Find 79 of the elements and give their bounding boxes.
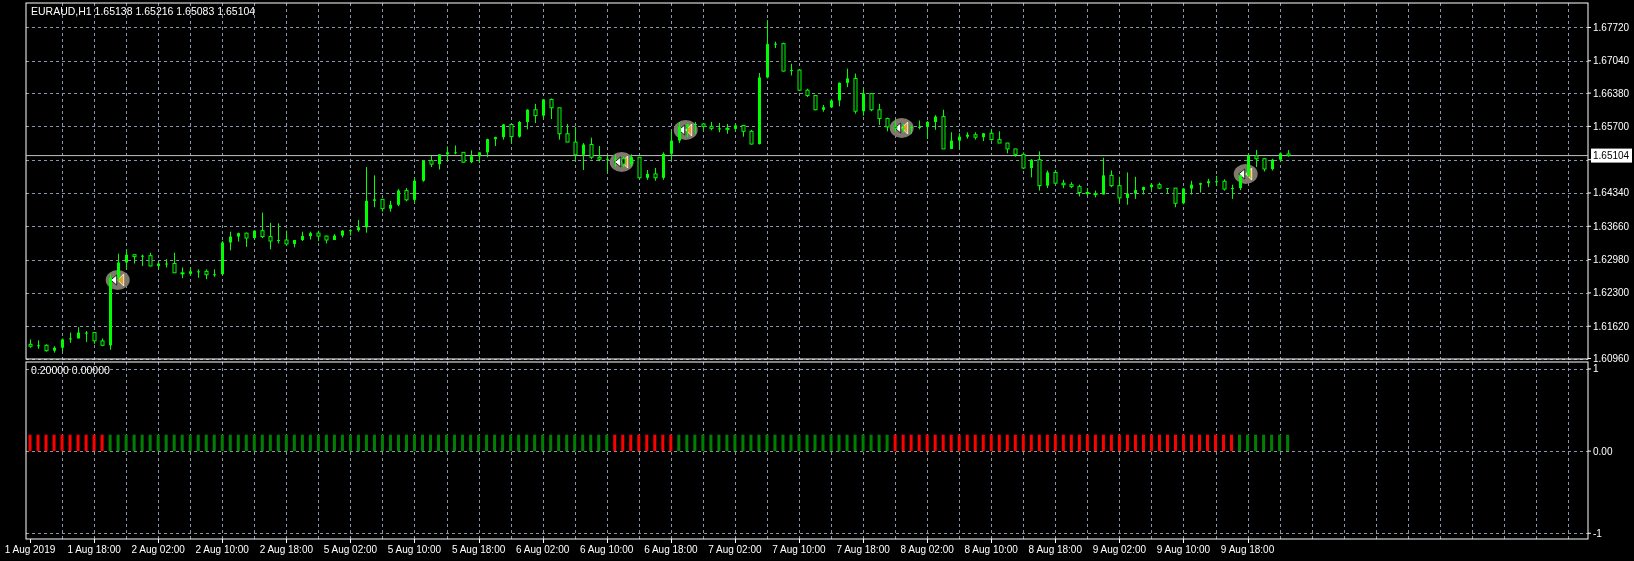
x-tick-label: 9 Aug 18:00 <box>1220 544 1275 555</box>
candlestick <box>125 248 128 270</box>
candlestick <box>910 124 913 135</box>
y-tick-label: 1.64340 <box>1593 187 1630 199</box>
candlestick <box>877 103 882 126</box>
candlestick <box>141 254 144 267</box>
y-tick-label: 1.62300 <box>1593 287 1630 299</box>
candlestick <box>260 212 265 239</box>
y-tick-label: 1.66380 <box>1593 87 1630 99</box>
candlestick <box>526 108 529 130</box>
x-tick-label: 6 Aug 18:00 <box>644 544 698 555</box>
x-tick-label: 1 Aug 2019 <box>4 544 56 555</box>
candlestick <box>549 97 554 120</box>
candlestick <box>172 252 177 274</box>
candlestick <box>1102 157 1105 195</box>
candlestick <box>1173 187 1178 208</box>
candlestick <box>533 103 538 124</box>
candlestick <box>69 332 72 344</box>
candlestick <box>670 129 673 161</box>
y-tick-label: 1.67040 <box>1593 55 1630 67</box>
candlestick <box>1134 176 1137 200</box>
candlestick <box>1030 158 1033 178</box>
candlestick <box>614 153 617 168</box>
y-tick-label: 1.61620 <box>1593 320 1630 332</box>
candlestick <box>926 120 929 140</box>
x-tick-label: 9 Aug 10:00 <box>1156 544 1211 555</box>
candlestick <box>573 126 578 162</box>
candlestick <box>662 151 665 181</box>
y-tick-label: 1.65700 <box>1593 120 1630 132</box>
candlestick <box>1215 175 1218 187</box>
candlestick <box>1117 176 1122 204</box>
x-tick-label: 8 Aug 10:00 <box>964 544 1019 555</box>
x-tick-label: 9 Aug 02:00 <box>1092 544 1147 555</box>
candlestick <box>85 330 88 343</box>
x-tick-label: 2 Aug 18:00 <box>259 544 314 555</box>
candlestick <box>349 228 352 237</box>
x-tick-label: 5 Aug 18:00 <box>451 544 506 555</box>
candlestick <box>117 253 120 282</box>
candlestick <box>268 222 273 250</box>
candlestick <box>838 81 841 107</box>
y-tick-label: 0.00 <box>1593 445 1613 457</box>
x-tick-label: 6 Aug 10:00 <box>580 544 634 555</box>
candlestick <box>582 142 585 171</box>
candlestick <box>413 177 416 204</box>
chart-title: 0.20000 0.00000 <box>31 364 110 376</box>
y-tick-label: -1 <box>1593 527 1603 539</box>
candlestick <box>862 88 865 117</box>
candlestick <box>589 137 594 160</box>
candlestick <box>446 145 449 162</box>
x-tick-label: 2 Aug 10:00 <box>195 544 250 555</box>
y-tick-label: 1.63660 <box>1593 220 1630 232</box>
candlestick <box>373 174 376 208</box>
ref-line-label: 1.65104 <box>1593 150 1630 162</box>
chart-title: EURAUD,H1 1.65138 1.65216 1.65083 1.65104 <box>31 5 256 17</box>
y-tick-label: 1.60960 <box>1593 353 1630 365</box>
y-tick-label: 1 <box>1593 363 1599 375</box>
candlestick <box>1126 171 1129 206</box>
candlestick <box>678 121 681 144</box>
candlestick <box>846 68 849 88</box>
candlestick <box>565 123 570 143</box>
x-tick-label: 8 Aug 02:00 <box>900 544 955 555</box>
x-tick-label: 8 Aug 18:00 <box>1028 544 1083 555</box>
y-tick-label: 1.67720 <box>1593 21 1630 33</box>
y-tick-label: 1.62980 <box>1593 254 1630 266</box>
candlestick <box>1231 184 1234 200</box>
candlestick <box>637 156 642 180</box>
x-tick-label: 2 Aug 02:00 <box>131 544 186 555</box>
x-tick-label: 7 Aug 10:00 <box>772 544 827 555</box>
x-tick-label: 7 Aug 02:00 <box>708 544 763 555</box>
x-tick-label: 1 Aug 18:00 <box>67 544 122 555</box>
candlestick <box>37 339 40 350</box>
x-tick-label: 6 Aug 02:00 <box>515 544 570 555</box>
x-tick-label: 5 Aug 02:00 <box>323 544 378 555</box>
candlestick <box>277 222 280 244</box>
candlestick <box>197 268 200 279</box>
x-tick-label: 7 Aug 18:00 <box>836 544 891 555</box>
candlestick <box>694 121 697 135</box>
candlestick <box>213 268 216 278</box>
x-tick-label: 5 Aug 10:00 <box>387 544 442 555</box>
